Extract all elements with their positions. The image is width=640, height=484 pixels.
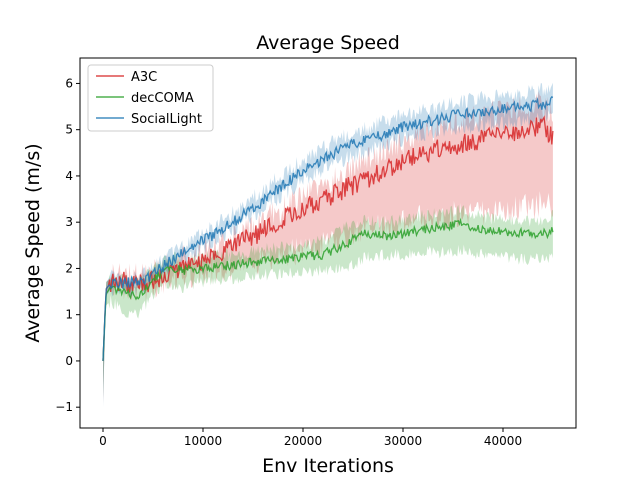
- line-deccoma: [102, 217, 554, 361]
- y-tick-label: −1: [55, 400, 73, 414]
- y-axis-ticks: −1 0 1 2 3 4 5 6: [55, 76, 80, 414]
- y-tick-label: 1: [65, 308, 73, 322]
- legend-box: [87, 64, 214, 132]
- x-tick-label: 40000: [484, 434, 522, 448]
- x-tick-label: 30000: [384, 434, 422, 448]
- axes-frame: [79, 57, 577, 429]
- y-tick-label: 0: [65, 354, 73, 368]
- y-tick-label: 5: [65, 123, 73, 137]
- x-axis-ticks: 0 10000 20000 30000 40000: [99, 428, 522, 448]
- plot-area: [102, 82, 554, 408]
- x-tick-label: 10000: [184, 434, 222, 448]
- band-a3c: [103, 91, 553, 403]
- band-sociallight: [103, 82, 553, 408]
- line-a3c: [102, 115, 554, 361]
- x-axis-label: Env Iterations: [262, 455, 394, 477]
- y-tick-label: 2: [65, 261, 73, 275]
- y-tick-label: 6: [65, 76, 73, 90]
- x-tick-label: 0: [99, 434, 107, 448]
- y-tick-label: 3: [65, 215, 73, 229]
- y-axis-label: Average Speed (m/s): [22, 143, 44, 342]
- y-tick-label: 4: [65, 169, 73, 183]
- legend-label-deccoma: decCOMA: [131, 91, 194, 106]
- chart-title: Average Speed: [256, 32, 400, 54]
- line-sociallight: [102, 95, 554, 361]
- legend: A3C decCOMA SocialLight: [87, 64, 214, 132]
- legend-label-sociallight: SocialLight: [131, 112, 202, 127]
- legend-label-a3c: A3C: [131, 70, 157, 85]
- x-tick-label: 20000: [284, 434, 322, 448]
- series-lines: [102, 95, 554, 361]
